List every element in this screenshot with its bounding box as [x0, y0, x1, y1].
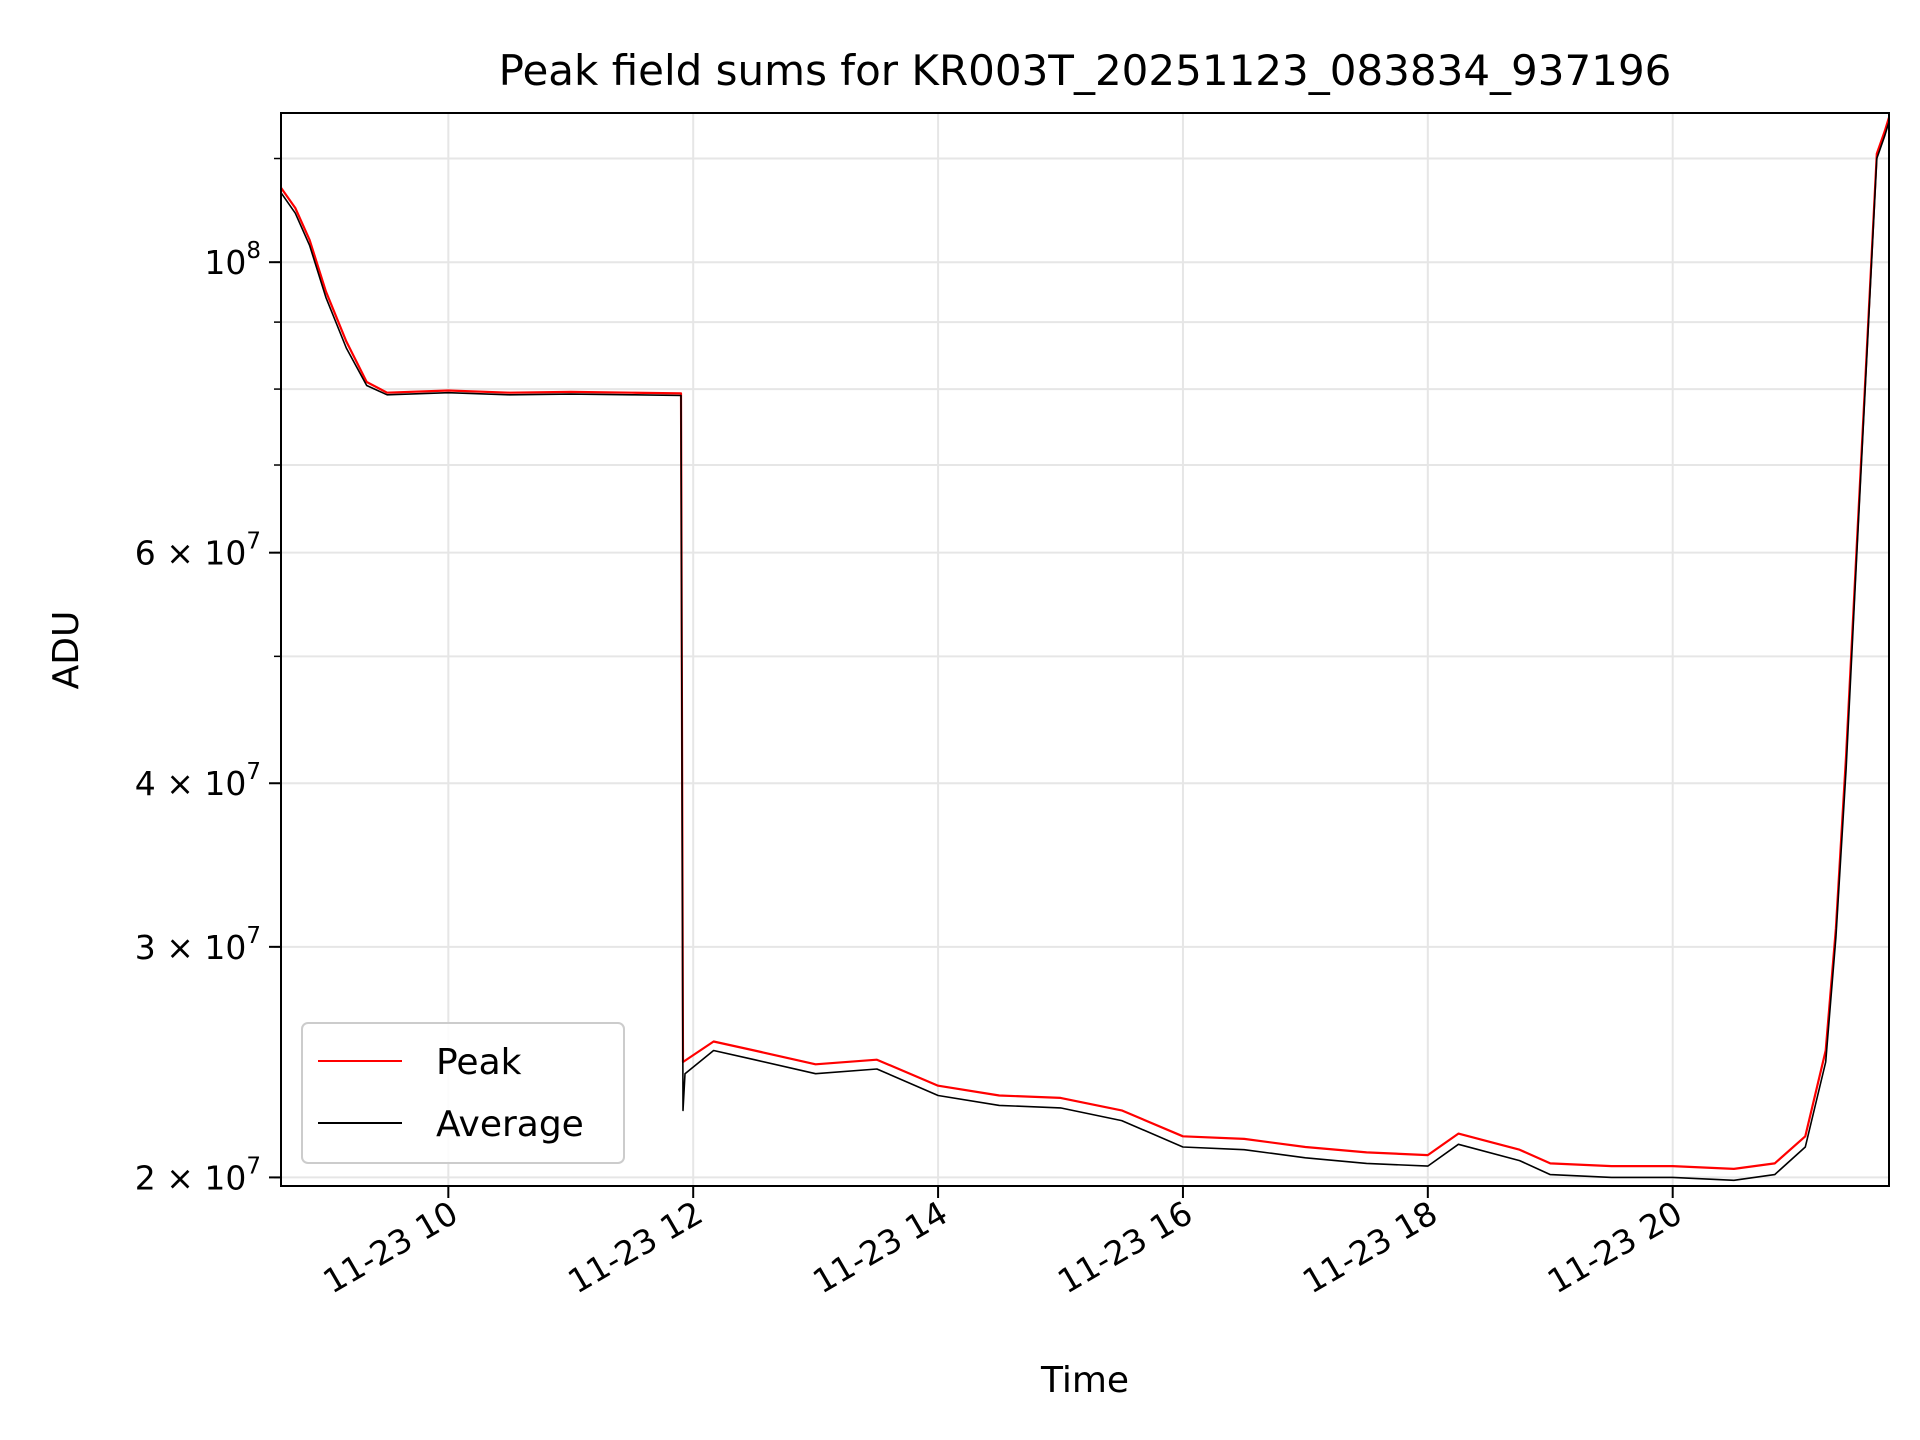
y-tick-mantissa: 4 × 10 [135, 764, 247, 803]
y-tick-exponent: 7 [246, 923, 261, 949]
y-tick-exponent: 7 [246, 1153, 261, 1179]
y-tick-mantissa: 10 [204, 243, 246, 282]
y-tick-exponent: 7 [246, 529, 261, 555]
grid [281, 113, 1889, 1186]
legend-label-peak: Peak [436, 1042, 522, 1083]
y-tick-label: 4 × 107 [135, 759, 261, 803]
x-axis-label: Time [1040, 1360, 1129, 1401]
y-tick-exponent: 8 [246, 238, 261, 264]
legend-label-average: Average [436, 1104, 584, 1145]
y-tick-mantissa: 3 × 10 [135, 928, 247, 967]
plot-frame [280, 112, 1890, 1187]
y-tick-label: 2 × 107 [135, 1153, 261, 1197]
y-tick-label: 108 [204, 238, 261, 282]
chart-title: Peak field sums for KR003T_20251123_0838… [499, 46, 1672, 95]
legend: Peak Average [301, 1022, 625, 1164]
series-line-average [280, 121, 1890, 1182]
y-tick-exponent: 7 [246, 759, 261, 785]
y-tick-mantissa: 6 × 10 [135, 534, 247, 573]
legend-box [301, 1022, 625, 1164]
y-tick-label: 6 × 107 [135, 529, 261, 573]
y-axis-label: ADU [46, 611, 87, 690]
series-layer [280, 117, 1891, 1182]
y-tick-label: 3 × 107 [135, 923, 261, 967]
y-tick-mantissa: 2 × 10 [135, 1158, 247, 1197]
